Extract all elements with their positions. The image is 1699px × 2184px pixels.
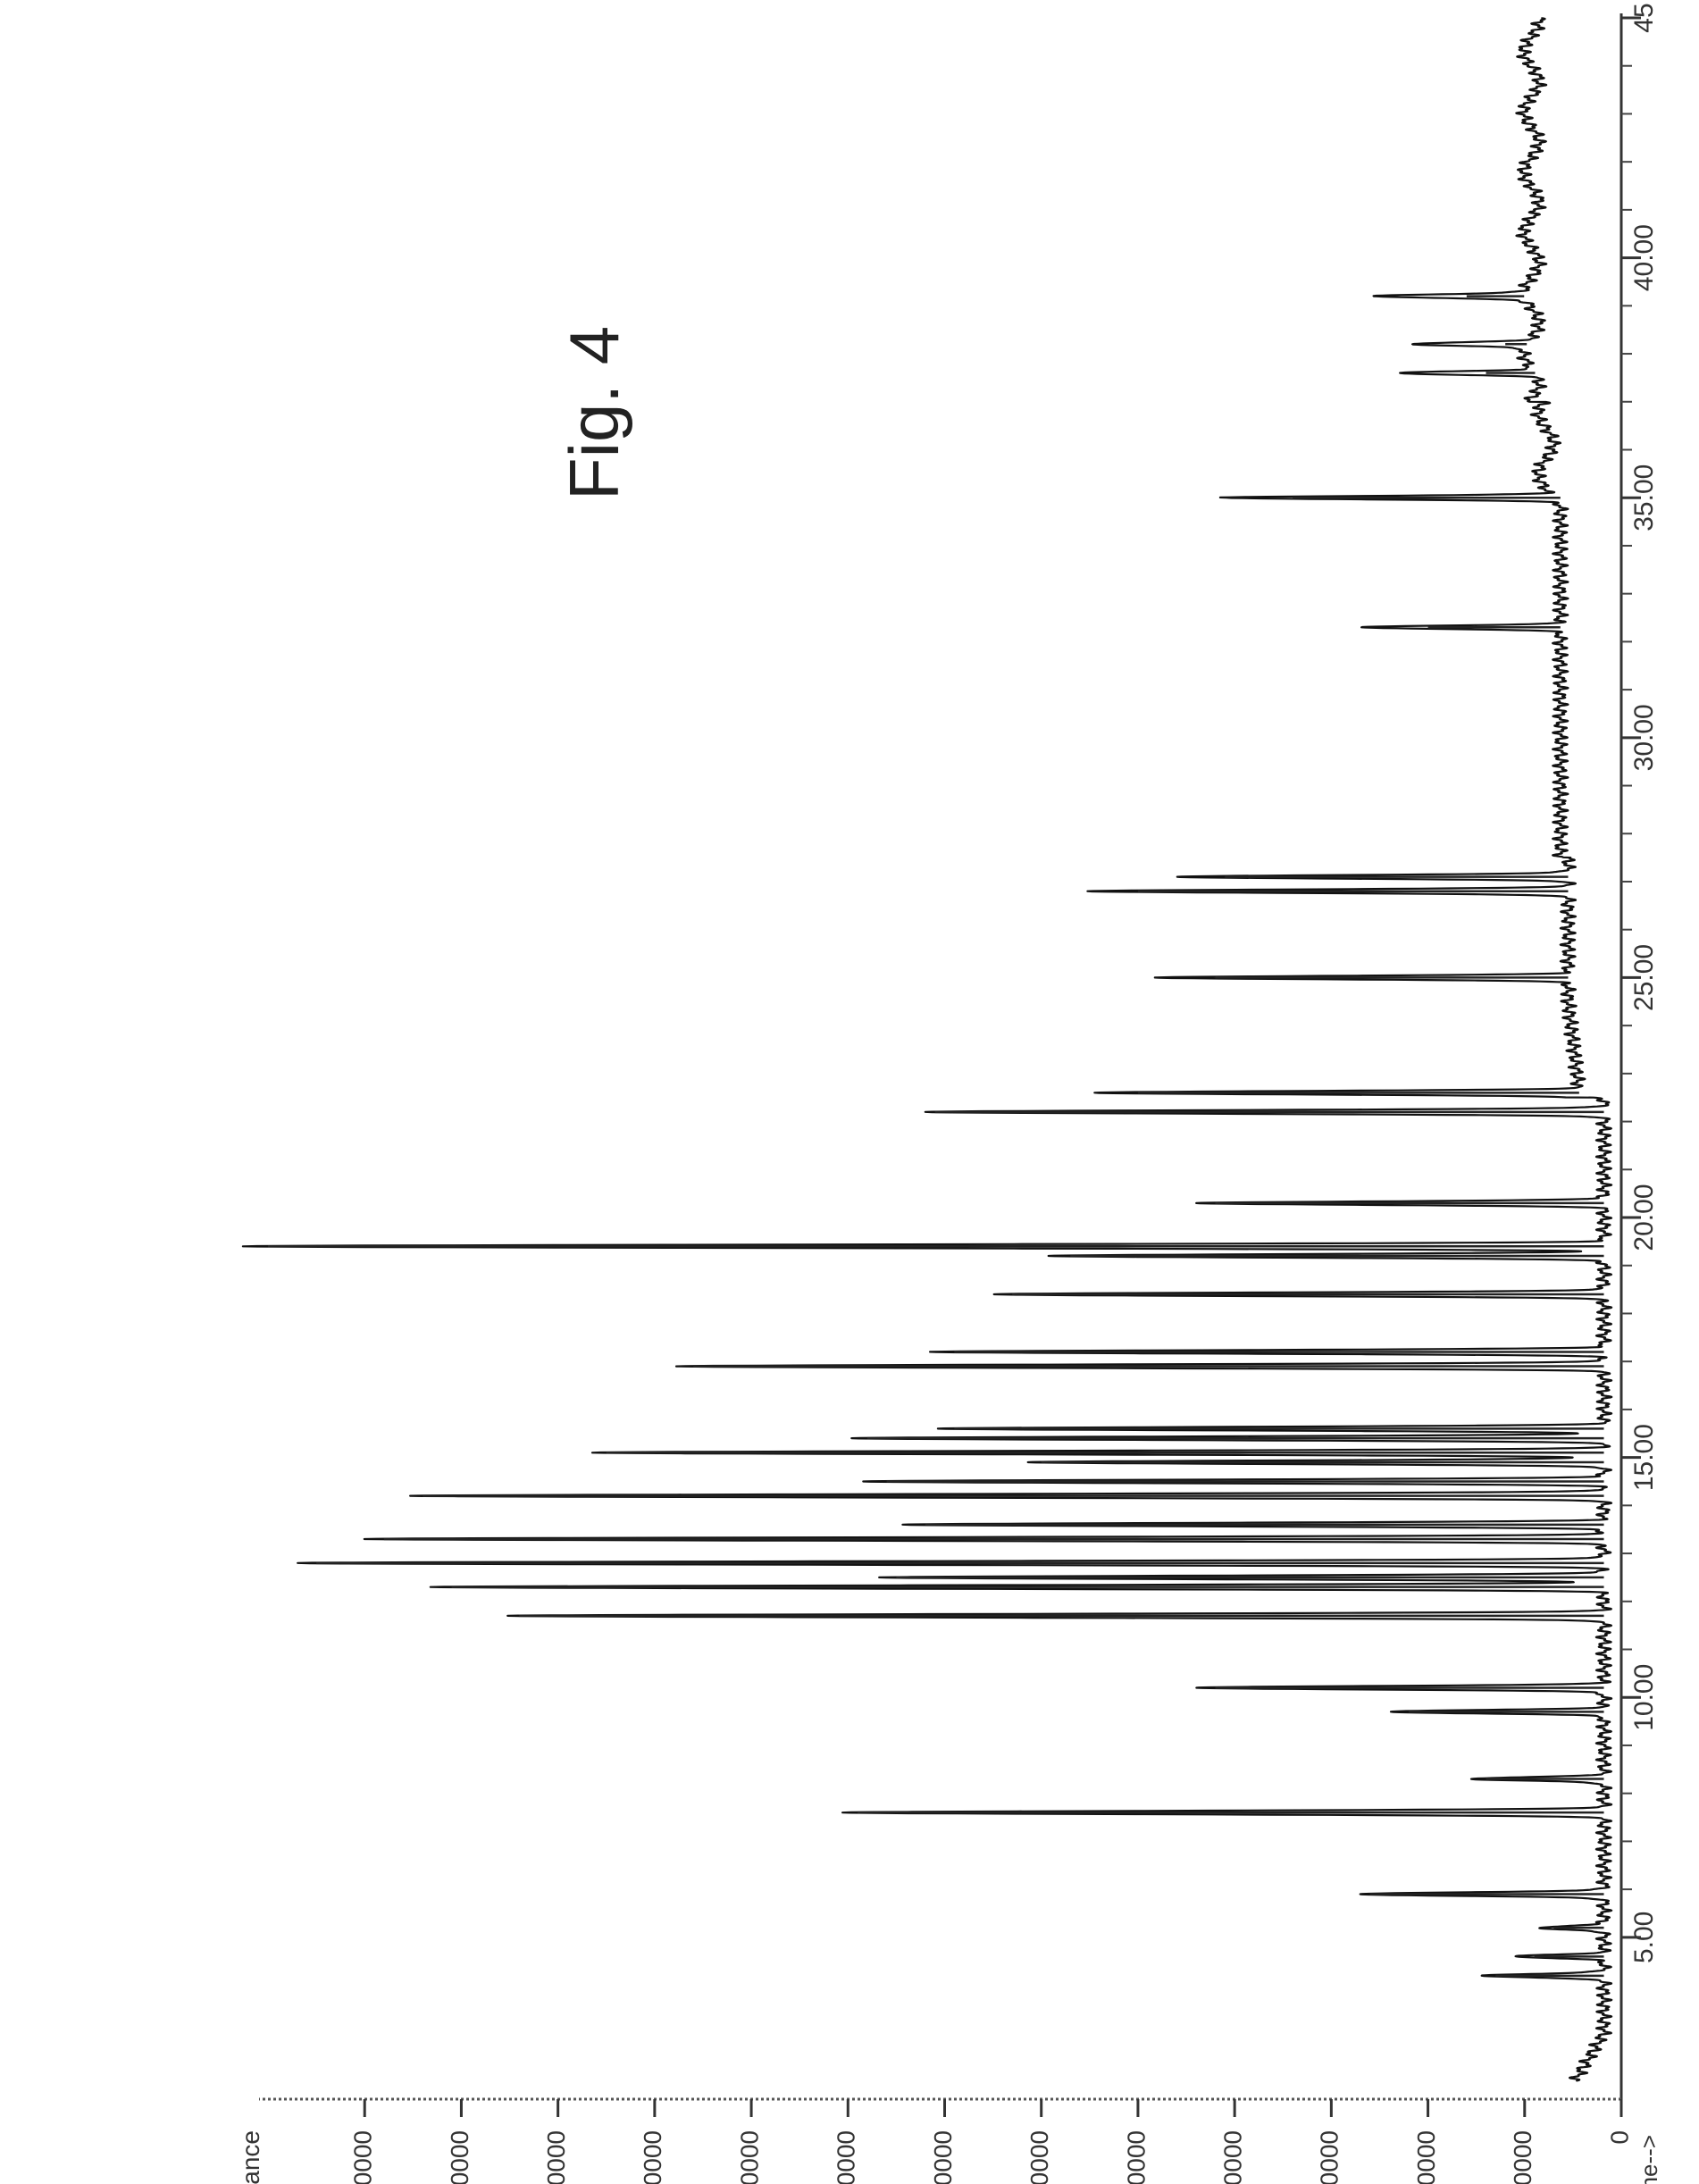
y-tick-label: 60000 <box>1025 2130 1053 2184</box>
y-tick-label: 130000 <box>349 2130 377 2184</box>
x-tick-label: 15.00 <box>1629 1424 1659 1491</box>
x-tick-label: 35.00 <box>1629 464 1659 531</box>
y-tick-label: 100000 <box>639 2130 666 2184</box>
x-axis-ticks: 5.00 10.00 15.00 20.00 25.00 30.00 35.00 40.00 4… <box>1621 3 1659 1963</box>
x-tick-label: 5.00 <box>1629 1912 1659 1963</box>
y-tick-label: 30000 <box>1316 2130 1343 2184</box>
x-tick-label: 40.00 <box>1629 224 1659 291</box>
y-tick-label: 70000 <box>929 2130 957 2184</box>
y-tick-label: 50000 <box>1122 2130 1150 2184</box>
chart-axes <box>259 13 1621 2099</box>
y-axis-ticks: 0 10000 20000 30000 40000 50000 60000 70000 8000… <box>349 2099 1634 2184</box>
y-tick-label: 20000 <box>1412 2130 1440 2184</box>
x-tick-label: 25.00 <box>1629 944 1659 1011</box>
y-tick-label: 110000 <box>542 2130 570 2184</box>
y-tick-label: 10000 <box>1509 2130 1536 2184</box>
y-axis-title: Abundance <box>237 2130 264 2184</box>
y-tick-label: 0 <box>1605 2130 1633 2145</box>
y-tick-label: 90000 <box>735 2130 763 2184</box>
x-tick-label: 20.00 <box>1629 1184 1659 1251</box>
chart-trace-group <box>243 18 1611 2081</box>
y-tick-label: 40000 <box>1219 2130 1247 2184</box>
x-tick-label: 30.00 <box>1629 704 1659 771</box>
y-tick-label: 120000 <box>446 2130 473 2184</box>
x-axis-title: Time--> <box>1636 2135 1662 2184</box>
y-tick-label: 80000 <box>833 2130 860 2184</box>
x-tick-label: 45 <box>1629 3 1659 32</box>
chromatogram-trace <box>243 18 1611 2081</box>
x-tick-label: 10.00 <box>1629 1664 1659 1731</box>
